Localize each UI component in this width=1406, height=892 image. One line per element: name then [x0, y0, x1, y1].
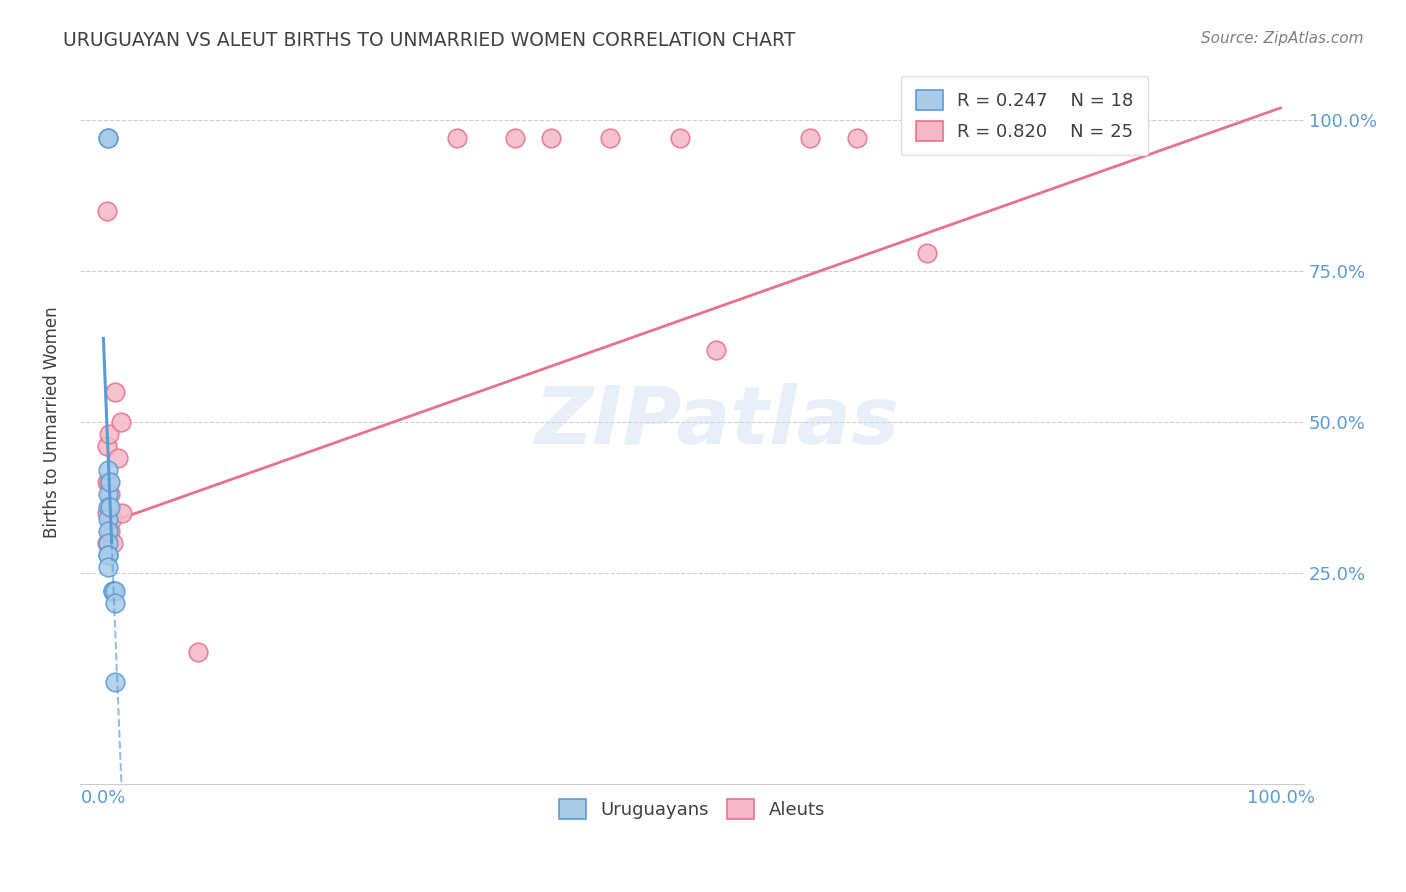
- Point: [446, 131, 468, 145]
- Point: [97, 548, 120, 562]
- Point: [540, 131, 562, 145]
- Text: ZIPatlas: ZIPatlas: [534, 383, 898, 461]
- Point: [104, 596, 127, 610]
- Point: [599, 131, 621, 145]
- Point: [98, 475, 121, 490]
- Point: [100, 475, 122, 490]
- Point: [96, 506, 118, 520]
- Point: [97, 500, 120, 514]
- Point: [111, 506, 134, 520]
- Point: [101, 584, 124, 599]
- Point: [97, 463, 120, 477]
- Point: [104, 384, 127, 399]
- Point: [101, 584, 124, 599]
- Point: [97, 511, 120, 525]
- Point: [97, 487, 120, 501]
- Point: [100, 511, 122, 525]
- Point: [96, 203, 118, 218]
- Point: [104, 584, 127, 599]
- Point: [187, 644, 209, 658]
- Point: [110, 415, 132, 429]
- Point: [704, 343, 727, 357]
- Point: [669, 131, 692, 145]
- Legend: Uruguayans, Aleuts: Uruguayans, Aleuts: [551, 792, 832, 826]
- Point: [100, 524, 122, 538]
- Point: [96, 439, 118, 453]
- Text: Source: ZipAtlas.com: Source: ZipAtlas.com: [1201, 31, 1364, 46]
- Point: [97, 131, 120, 145]
- Point: [107, 451, 129, 466]
- Point: [97, 560, 120, 574]
- Point: [799, 131, 821, 145]
- Point: [101, 536, 124, 550]
- Point: [96, 536, 118, 550]
- Point: [100, 500, 122, 514]
- Point: [505, 131, 527, 145]
- Point: [845, 131, 868, 145]
- Text: URUGUAYAN VS ALEUT BIRTHS TO UNMARRIED WOMEN CORRELATION CHART: URUGUAYAN VS ALEUT BIRTHS TO UNMARRIED W…: [63, 31, 796, 50]
- Point: [97, 536, 120, 550]
- Point: [100, 487, 122, 501]
- Point: [98, 427, 121, 442]
- Point: [917, 246, 939, 260]
- Point: [96, 475, 118, 490]
- Point: [97, 524, 120, 538]
- Point: [97, 131, 120, 145]
- Point: [104, 674, 127, 689]
- Point: [97, 548, 120, 562]
- Y-axis label: Births to Unmarried Women: Births to Unmarried Women: [44, 306, 60, 538]
